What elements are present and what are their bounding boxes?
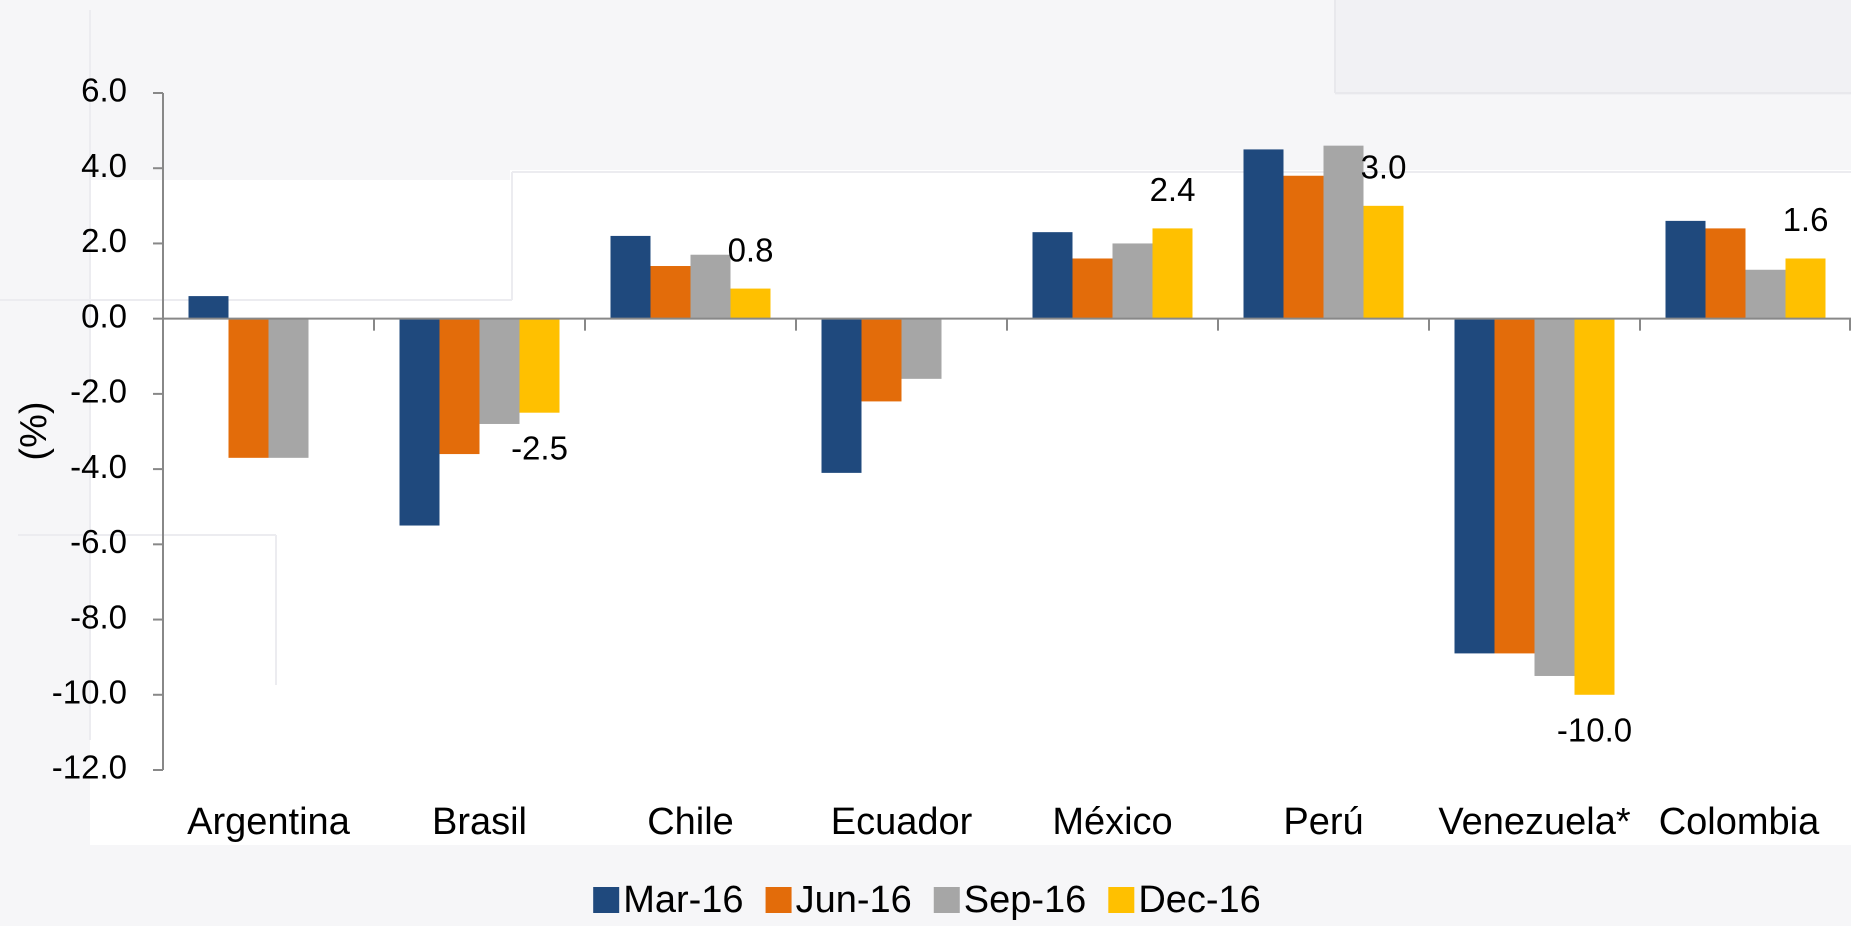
bar — [439, 318, 480, 455]
bar — [901, 318, 942, 379]
data-label: 3.0 — [1361, 149, 1407, 186]
bar — [1705, 228, 1746, 319]
bar — [1785, 258, 1826, 319]
bar — [1363, 205, 1404, 319]
x-tick-label: Argentina — [187, 801, 351, 843]
bar — [730, 288, 771, 319]
x-tick-label: Chile — [647, 801, 734, 843]
y-tick-label: 2.0 — [81, 222, 127, 259]
bar — [690, 254, 731, 319]
bar — [1283, 175, 1324, 319]
x-tick-label: Perú — [1283, 801, 1363, 843]
bar — [610, 235, 651, 319]
legend-label: Jun-16 — [796, 879, 912, 921]
legend-swatch — [593, 887, 620, 913]
legend-swatch — [1108, 887, 1135, 913]
y-tick-label: -4.0 — [70, 448, 127, 485]
legend-swatch — [933, 887, 960, 913]
legend-label: Sep-16 — [964, 879, 1087, 921]
background-panel — [1335, 0, 1851, 95]
bar — [1534, 318, 1575, 676]
y-tick-label: 6.0 — [81, 72, 127, 109]
y-tick-label: -10.0 — [52, 673, 127, 710]
legend: Mar-16 Jun-16 Sep-16 Dec-16 — [593, 879, 1261, 921]
bar — [188, 296, 229, 319]
y-tick-label: -2.0 — [70, 373, 127, 410]
bar — [1323, 145, 1364, 319]
bar — [1665, 220, 1706, 319]
y-tick-label: 4.0 — [81, 147, 127, 184]
bar — [1574, 318, 1615, 695]
y-axis-label: (%) — [13, 401, 55, 460]
data-label: 1.6 — [1783, 201, 1829, 238]
x-tick-label: Venezuela* — [1438, 801, 1630, 843]
data-label: -2.5 — [511, 429, 568, 466]
legend-swatch — [765, 887, 792, 913]
bar — [650, 266, 691, 319]
bar — [1745, 269, 1786, 319]
bar — [821, 318, 862, 473]
bar — [519, 318, 560, 413]
x-tick-label: Colombia — [1659, 801, 1820, 843]
x-tick-label: Ecuador — [831, 801, 973, 843]
bar — [1072, 258, 1113, 319]
y-tick-label: -12.0 — [52, 749, 127, 786]
bar — [479, 318, 520, 424]
bar — [399, 318, 440, 526]
y-tick-label: -8.0 — [70, 598, 127, 635]
bar — [1454, 318, 1495, 654]
bar — [1152, 228, 1193, 319]
legend-label: Dec-16 — [1138, 879, 1261, 921]
legend-label: Mar-16 — [623, 879, 743, 921]
bar — [268, 318, 309, 458]
bar — [861, 318, 902, 402]
bar — [1494, 318, 1535, 654]
x-tick-label: Brasil — [432, 801, 527, 843]
background-panel — [510, 170, 1851, 190]
x-tick-label: México — [1052, 801, 1172, 843]
y-tick-label: -6.0 — [70, 523, 127, 560]
bar — [228, 318, 269, 458]
data-label: -10.0 — [1557, 711, 1632, 748]
bar — [1243, 149, 1284, 319]
data-label: 2.4 — [1150, 171, 1196, 208]
y-tick-label: 0.0 — [81, 297, 127, 334]
bar — [1112, 243, 1153, 319]
bar — [1032, 232, 1073, 319]
data-label: 0.8 — [728, 231, 774, 268]
